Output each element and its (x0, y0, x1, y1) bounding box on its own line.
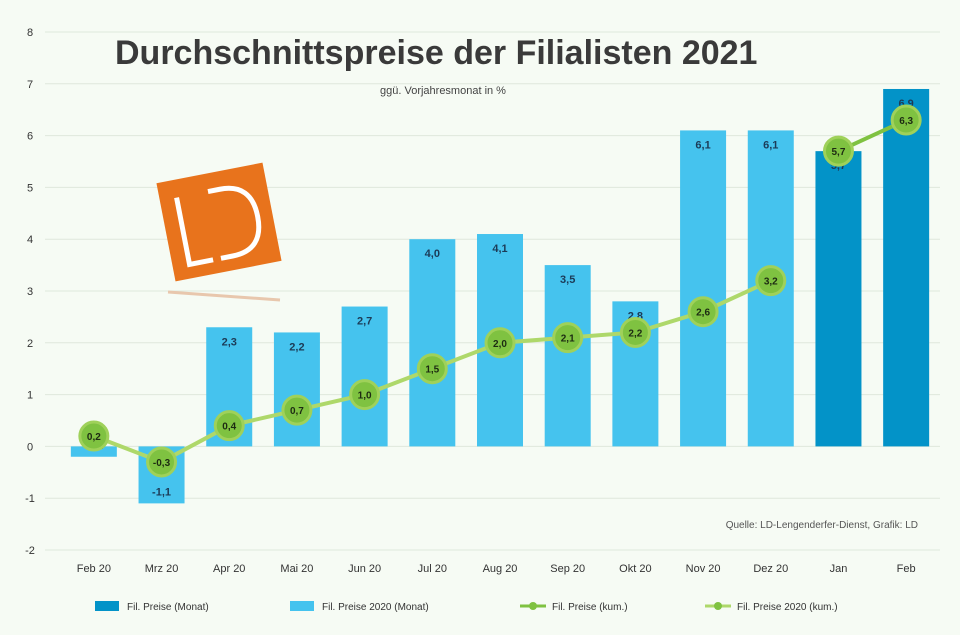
line-value-label: 1,5 (425, 365, 439, 376)
chart-subtitle: ggü. Vorjahresmonat in % (380, 85, 506, 97)
x-tick-label: Sep 20 (550, 563, 585, 575)
line-point (619, 316, 651, 348)
line-value-label: 2,2 (628, 328, 642, 339)
logo-letter-l (174, 197, 214, 268)
chart-title: Durchschnittspreise der Filialisten 2021 (115, 34, 757, 72)
y-tick-label: 4 (27, 234, 33, 246)
line-point (349, 379, 381, 411)
ld-logo (156, 162, 282, 302)
line-value-label: -0,3 (153, 458, 171, 469)
bar (409, 239, 456, 447)
bar (341, 306, 388, 447)
line-value-label: 0,4 (222, 422, 236, 433)
legend-marker (714, 602, 722, 610)
x-tick-label: Mrz 20 (145, 563, 179, 575)
x-tick-label: Feb (897, 563, 916, 575)
x-tick-label: Jun 20 (348, 563, 381, 575)
bar (273, 332, 320, 447)
bar-value-label: 3,5 (560, 274, 575, 286)
bar (680, 130, 727, 447)
line-value-label: 1,0 (358, 391, 372, 402)
line-value-label: 2,1 (561, 334, 575, 345)
y-tick-label: 6 (27, 131, 33, 143)
bar (815, 151, 862, 447)
line-value-label: 2,6 (696, 308, 710, 319)
line-point (552, 322, 584, 354)
x-tick-label: Okt 20 (619, 563, 651, 575)
bar-value-label: 2,2 (289, 341, 304, 353)
x-tick-label: Aug 20 (483, 563, 518, 575)
x-tick-label: Apr 20 (213, 563, 245, 575)
legend-swatch (290, 601, 314, 611)
line-point (687, 296, 719, 328)
source-note: Quelle: LD-Lengenderfer-Dienst, Grafik: … (726, 520, 918, 531)
legend-label: Fil. Preise (Monat) (127, 602, 209, 613)
line-point (755, 265, 787, 297)
legend: Fil. Preise (Monat) Fil. Preise 2020 (Mon… (95, 601, 838, 613)
bar-value-label: 2,3 (222, 336, 237, 348)
line-point (416, 353, 448, 385)
legend-label: Fil. Preise (kum.) (552, 602, 628, 613)
line-point (213, 410, 245, 442)
line-point (78, 420, 110, 452)
y-tick-label: -1 (25, 493, 35, 505)
bar (544, 265, 591, 447)
line-value-label: 2,0 (493, 339, 507, 350)
line-point (281, 394, 313, 426)
line-value-label: 5,7 (832, 147, 846, 158)
x-tick-label: Jan (830, 563, 848, 575)
x-tick-label: Nov 20 (686, 563, 721, 575)
bar-value-label: 2,7 (357, 316, 372, 328)
legend-label: Fil. Preise 2020 (Monat) (322, 602, 429, 613)
bar-value-label: 4,1 (492, 243, 507, 255)
x-tick-label: Jul 20 (418, 563, 447, 575)
cumulative-line-series: 0,2 -0,3 0,4 0,7 1,0 1,5 2,0 2,1 2,2 2,6 3,2 5,7 6,3 (78, 104, 922, 478)
y-tick-label: 0 (27, 441, 33, 453)
line-value-label: 0,2 (87, 432, 101, 443)
x-axis-ticks: Feb 20 Mrz 20 Apr 20 Mai 20 Jun 20 Jul 20 Aug … (77, 563, 916, 575)
y-tick-label: 1 (27, 390, 33, 402)
y-tick-label: -2 (25, 545, 35, 557)
logo-shadow (167, 290, 281, 302)
bar-value-label: 4,0 (425, 248, 440, 260)
line-point (146, 446, 178, 478)
legend-swatch (95, 601, 119, 611)
line-value-label: 3,2 (764, 277, 778, 288)
bar-value-label: 6,1 (695, 139, 710, 151)
bar-value-label: 6,1 (763, 139, 778, 151)
y-tick-label: 2 (27, 338, 33, 350)
bar-value-label: -1,1 (152, 486, 171, 498)
line-point (822, 135, 854, 167)
line-point (890, 104, 922, 136)
y-tick-label: 3 (27, 286, 33, 298)
y-axis-ticks: -2 -1 0 1 2 3 4 5 6 7 8 (25, 27, 35, 557)
logo-badge (156, 162, 282, 282)
x-tick-label: Dez 20 (753, 563, 788, 575)
legend-label: Fil. Preise 2020 (kum.) (737, 602, 838, 613)
x-tick-label: Feb 20 (77, 563, 111, 575)
line-value-label: 0,7 (290, 406, 304, 417)
x-tick-label: Mai 20 (280, 563, 313, 575)
bar (70, 446, 117, 457)
bar (883, 88, 930, 447)
logo-letter-d (207, 185, 262, 261)
y-tick-label: 7 (27, 79, 33, 91)
line-point (484, 327, 516, 359)
y-tick-label: 5 (27, 182, 33, 194)
y-tick-label: 8 (27, 27, 33, 39)
legend-marker (529, 602, 537, 610)
line-value-label: 6,3 (899, 116, 913, 127)
